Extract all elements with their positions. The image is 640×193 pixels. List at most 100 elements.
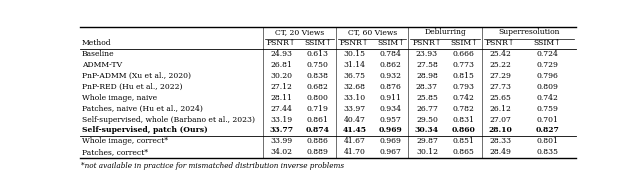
Text: 27.73: 27.73 — [490, 83, 511, 91]
Text: Patches, naive (Hu et al., 2024): Patches, naive (Hu et al., 2024) — [82, 105, 203, 113]
Text: 0.809: 0.809 — [536, 83, 559, 91]
Text: ADMM-TV: ADMM-TV — [82, 61, 122, 69]
Text: 40.47: 40.47 — [344, 115, 365, 124]
Text: 0.682: 0.682 — [307, 83, 329, 91]
Text: 27.12: 27.12 — [270, 83, 292, 91]
Text: PnP-ADMM (Xu et al., 2020): PnP-ADMM (Xu et al., 2020) — [82, 72, 191, 80]
Text: 28.33: 28.33 — [490, 137, 511, 145]
Text: 0.793: 0.793 — [452, 83, 475, 91]
Text: Method: Method — [82, 39, 111, 47]
Text: 0.911: 0.911 — [380, 94, 402, 102]
Text: Self-supervised, whole (Barbano et al., 2023): Self-supervised, whole (Barbano et al., … — [82, 115, 255, 124]
Text: 0.851: 0.851 — [452, 137, 475, 145]
Text: 34.02: 34.02 — [270, 148, 292, 156]
Text: 26.77: 26.77 — [416, 105, 438, 113]
Text: 0.742: 0.742 — [536, 94, 559, 102]
Text: 0.957: 0.957 — [380, 115, 402, 124]
Text: 26.81: 26.81 — [270, 61, 292, 69]
Text: 0.773: 0.773 — [452, 61, 475, 69]
Text: PSNR↑: PSNR↑ — [412, 39, 442, 47]
Text: Superresolution: Superresolution — [498, 28, 559, 36]
Text: PSNR↑: PSNR↑ — [266, 39, 296, 47]
Text: SSIM↑: SSIM↑ — [304, 39, 332, 47]
Text: 25.22: 25.22 — [490, 61, 511, 69]
Text: Self-supervised, patch (Ours): Self-supervised, patch (Ours) — [82, 126, 208, 134]
Text: 0.827: 0.827 — [536, 126, 559, 134]
Text: 0.666: 0.666 — [452, 50, 475, 58]
Text: 0.815: 0.815 — [452, 72, 475, 80]
Text: 25.42: 25.42 — [490, 50, 511, 58]
Text: 23.93: 23.93 — [416, 50, 438, 58]
Text: 0.932: 0.932 — [380, 72, 402, 80]
Text: 30.34: 30.34 — [415, 126, 439, 134]
Text: 33.77: 33.77 — [269, 126, 293, 134]
Text: 0.742: 0.742 — [452, 94, 475, 102]
Text: 41.67: 41.67 — [344, 137, 365, 145]
Text: 0.967: 0.967 — [380, 148, 402, 156]
Text: 41.70: 41.70 — [344, 148, 365, 156]
Text: 0.889: 0.889 — [307, 148, 329, 156]
Text: 25.65: 25.65 — [490, 94, 511, 102]
Text: 33.19: 33.19 — [270, 115, 292, 124]
Text: 30.15: 30.15 — [344, 50, 365, 58]
Text: 0.835: 0.835 — [536, 148, 559, 156]
Text: CT, 60 Views: CT, 60 Views — [348, 28, 397, 36]
Text: 27.07: 27.07 — [490, 115, 511, 124]
Text: 31.14: 31.14 — [344, 61, 365, 69]
Text: 0.969: 0.969 — [380, 137, 402, 145]
Text: 27.29: 27.29 — [490, 72, 511, 80]
Text: PnP-RED (Hu et al., 2022): PnP-RED (Hu et al., 2022) — [82, 83, 182, 91]
Text: 0.796: 0.796 — [536, 72, 559, 80]
Text: 0.613: 0.613 — [307, 50, 329, 58]
Text: 0.934: 0.934 — [380, 105, 402, 113]
Text: 29.50: 29.50 — [416, 115, 438, 124]
Text: PSNR↑: PSNR↑ — [486, 39, 515, 47]
Text: 0.729: 0.729 — [536, 61, 559, 69]
Text: 0.801: 0.801 — [536, 137, 559, 145]
Text: 0.800: 0.800 — [307, 94, 329, 102]
Text: CT, 20 Views: CT, 20 Views — [275, 28, 324, 36]
Text: 0.861: 0.861 — [307, 115, 329, 124]
Text: 0.862: 0.862 — [380, 61, 402, 69]
Text: 26.12: 26.12 — [490, 105, 511, 113]
Text: *not available in practice for mismatched distribution inverse problems: *not available in practice for mismatche… — [81, 162, 344, 170]
Text: 0.876: 0.876 — [380, 83, 402, 91]
Text: 24.93: 24.93 — [270, 50, 292, 58]
Text: 0.719: 0.719 — [307, 105, 329, 113]
Text: 0.701: 0.701 — [536, 115, 559, 124]
Text: 0.969: 0.969 — [379, 126, 403, 134]
Text: 0.860: 0.860 — [452, 126, 476, 134]
Text: Whole image, correct*: Whole image, correct* — [82, 137, 168, 145]
Text: Deblurring: Deblurring — [424, 28, 466, 36]
Text: 25.85: 25.85 — [416, 94, 438, 102]
Text: 28.98: 28.98 — [416, 72, 438, 80]
Text: SSIM↑: SSIM↑ — [450, 39, 477, 47]
Text: 27.44: 27.44 — [270, 105, 292, 113]
Text: 0.838: 0.838 — [307, 72, 329, 80]
Text: 0.865: 0.865 — [452, 148, 475, 156]
Text: Patches, correct*: Patches, correct* — [82, 148, 148, 156]
Text: Baseline: Baseline — [82, 50, 115, 58]
Text: 28.49: 28.49 — [490, 148, 511, 156]
Text: 28.37: 28.37 — [416, 83, 438, 91]
Text: 0.831: 0.831 — [452, 115, 475, 124]
Text: 30.20: 30.20 — [270, 72, 292, 80]
Text: 0.782: 0.782 — [452, 105, 475, 113]
Text: 27.58: 27.58 — [416, 61, 438, 69]
Text: 28.11: 28.11 — [270, 94, 292, 102]
Text: 33.97: 33.97 — [344, 105, 365, 113]
Text: 32.68: 32.68 — [344, 83, 365, 91]
Text: 29.87: 29.87 — [416, 137, 438, 145]
Text: 41.45: 41.45 — [342, 126, 367, 134]
Text: 0.784: 0.784 — [380, 50, 402, 58]
Text: 0.874: 0.874 — [306, 126, 330, 134]
Text: 28.10: 28.10 — [488, 126, 512, 134]
Text: 0.886: 0.886 — [307, 137, 329, 145]
Text: 0.759: 0.759 — [536, 105, 559, 113]
Text: SSIM↑: SSIM↑ — [377, 39, 404, 47]
Text: PSNR↑: PSNR↑ — [340, 39, 369, 47]
Text: 33.99: 33.99 — [270, 137, 292, 145]
Text: 30.12: 30.12 — [416, 148, 438, 156]
Text: 0.750: 0.750 — [307, 61, 329, 69]
Text: SSIM↑: SSIM↑ — [534, 39, 561, 47]
